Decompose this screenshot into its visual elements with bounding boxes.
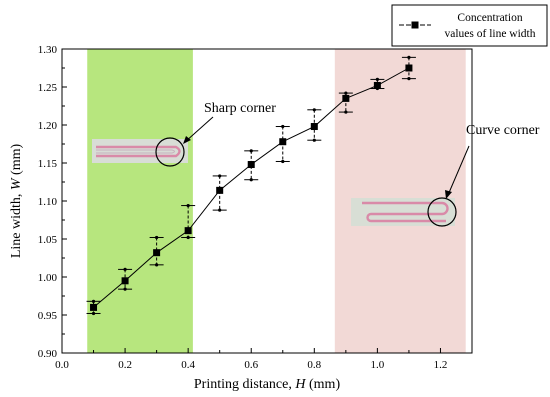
error-cap-dot-low: [312, 138, 316, 142]
error-cap-dot-high: [249, 149, 253, 153]
x-axis: 0.0 0.2 0.4 0.6 0.8 1.0 1.2: [55, 348, 447, 371]
y-tick-label: 1.10: [38, 196, 58, 208]
sharp-corner-arrowhead: [183, 136, 191, 144]
error-cap-dot-low: [218, 208, 222, 212]
data-point: [310, 123, 318, 131]
error-cap-dot-high: [281, 124, 285, 129]
y-axis: 0.90 0.95 1.00 1.05 1.10 1.15 1.20 1.25 1.30: [38, 44, 67, 360]
y-tick-label: 0.90: [38, 348, 58, 360]
error-cap-dot-high: [344, 91, 348, 95]
legend-label-line1: Concentration: [457, 12, 522, 24]
error-cap-dot-high: [218, 174, 222, 178]
data-point: [153, 249, 161, 257]
legend: Concentration values of line width: [391, 4, 548, 47]
y-axis-title: Line width, W (mm): [9, 144, 24, 259]
y-tick-label: 1.15: [38, 158, 58, 170]
data-point: [279, 138, 287, 146]
curve-corner-label: Curve corner: [466, 123, 540, 138]
data-point: [184, 227, 192, 235]
error-cap-dot-high: [407, 55, 411, 59]
error-cap-dot-low: [186, 235, 190, 240]
legend-marker-sample: [411, 21, 419, 29]
error-cap-dot-low: [123, 287, 127, 291]
y-tick-label: 1.20: [38, 120, 58, 132]
curve-corner-annotation: Curve corner: [427, 123, 540, 227]
x-tick-label: 0.8: [307, 359, 321, 371]
y-tick-label: 1.05: [38, 234, 58, 246]
error-cap-dot-high: [312, 108, 316, 112]
data-point: [405, 64, 413, 72]
sharp-corner-annotation: Sharp corner: [155, 101, 276, 167]
sharp-corner-circle: [155, 137, 185, 167]
sharp-corner-arrow: [184, 116, 214, 143]
x-tick-label: 0.0: [55, 359, 69, 371]
error-cap-dot-low: [407, 77, 411, 81]
data-point: [247, 161, 255, 169]
error-cap-dot-low: [91, 311, 96, 316]
y-tick-label: 0.95: [38, 310, 58, 322]
sharp-corner-inset-image: [92, 139, 188, 163]
sharp-corner-label: Sharp corner: [204, 101, 276, 116]
data-point: [121, 277, 129, 285]
x-tick-label: 0.4: [181, 359, 195, 371]
x-tick-label: 0.6: [244, 359, 258, 371]
y-tick-label: 1.00: [38, 272, 58, 284]
legend-label-line2: values of line width: [444, 28, 535, 40]
curve-corner-arrow: [447, 145, 470, 196]
shaded-region-0: [87, 49, 193, 353]
data-point: [216, 186, 224, 194]
curve-corner-inset-image: [351, 198, 455, 226]
curve-corner-arrowhead: [445, 190, 452, 199]
y-tick-label: 1.30: [38, 44, 58, 56]
data-point: [342, 94, 350, 102]
error-cap-dot-high: [123, 267, 127, 271]
error-cap-dot-high: [186, 203, 190, 208]
x-tick-label: 1.2: [434, 359, 448, 371]
error-cap-dot-low: [155, 263, 159, 267]
error-cap-dot-low: [344, 110, 348, 114]
data-point: [373, 81, 381, 89]
error-cap-dot-low: [249, 178, 253, 182]
x-tick-label: 1.0: [371, 359, 385, 371]
data-point: [90, 303, 98, 311]
error-cap-dot-high: [91, 299, 96, 303]
error-cap-dot-low: [281, 159, 285, 164]
series-line: [86, 55, 416, 316]
x-axis-title: Printing distance, H (mm): [194, 377, 341, 392]
curve-corner-circle: [427, 197, 457, 227]
error-cap-dot-high: [155, 235, 159, 240]
x-tick-label: 0.2: [118, 359, 132, 371]
y-tick-label: 1.25: [38, 82, 58, 94]
error-cap-dot-high: [375, 77, 379, 81]
